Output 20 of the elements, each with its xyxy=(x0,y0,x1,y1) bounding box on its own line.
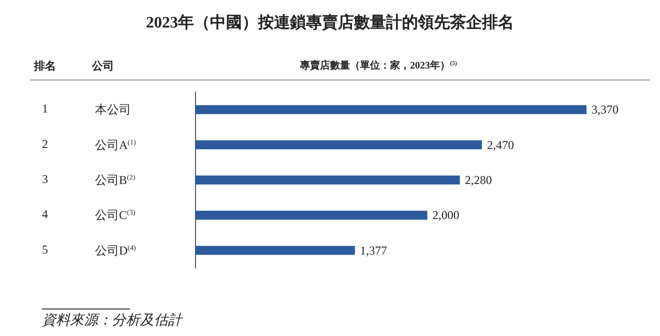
text: 3 xyxy=(42,172,48,186)
data-label: 3,370 xyxy=(592,102,619,117)
y-tick-label: 本公司 xyxy=(95,102,131,117)
data-label: 2,000 xyxy=(432,208,460,222)
bar xyxy=(195,105,587,114)
source-note: 資料來源：分析及估計 xyxy=(42,312,184,328)
text: 公司 xyxy=(91,60,114,72)
chart-title: 2023年（中國）按連鎖專賣店數量計的領先茶企排名 xyxy=(146,12,514,32)
bar xyxy=(195,140,482,150)
text: 2 xyxy=(42,136,48,151)
bar xyxy=(195,246,355,255)
bar xyxy=(195,176,460,184)
text: 5 xyxy=(42,242,48,256)
data-label: 1,377 xyxy=(360,243,387,258)
data-label: 2,280 xyxy=(464,173,492,187)
data-label: 2,470 xyxy=(486,138,514,152)
text: 1 xyxy=(42,102,48,116)
text: 排名 xyxy=(33,60,56,72)
bar xyxy=(195,210,428,220)
text: 4 xyxy=(42,207,48,222)
